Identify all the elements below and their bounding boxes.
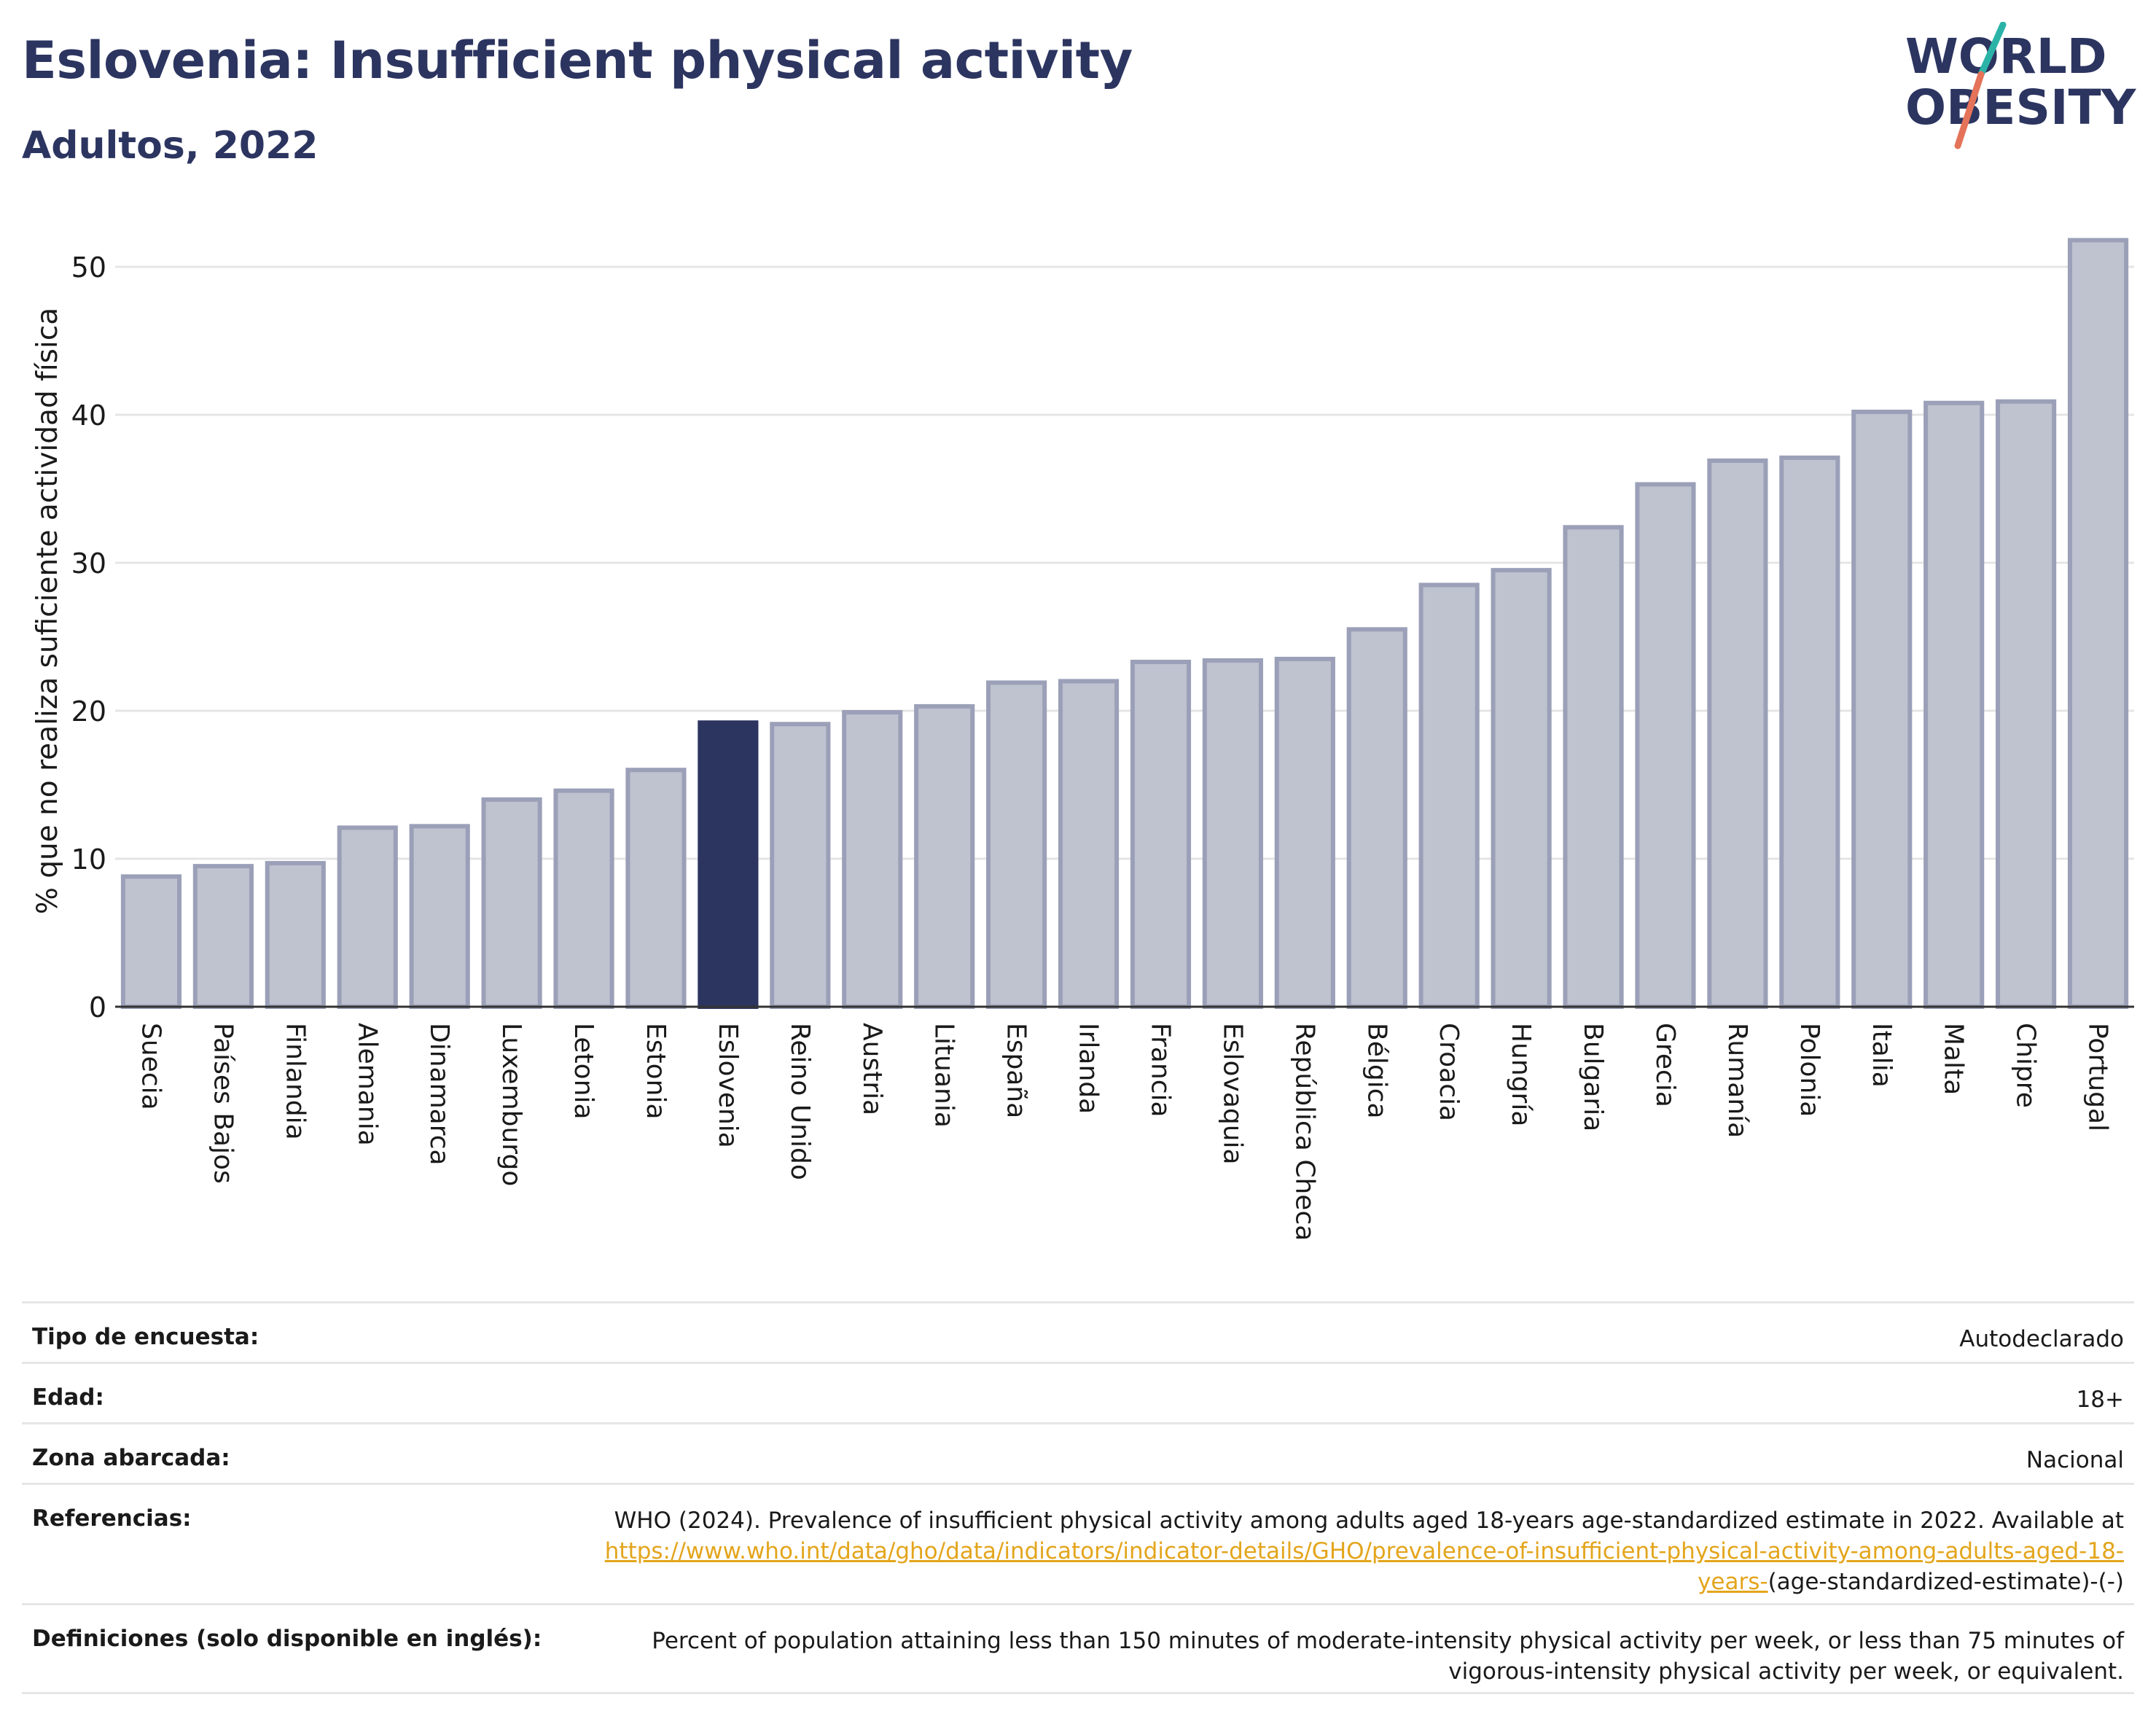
x-tick-label: Lituania — [929, 1023, 959, 1128]
x-tick-label: Polonia — [1794, 1023, 1824, 1117]
x-tick-label: Países Bajos — [208, 1023, 238, 1184]
age-key: Edad: — [32, 1384, 104, 1411]
x-tick-label: Irlanda — [1074, 1023, 1104, 1114]
y-tick-label: 0 — [89, 991, 106, 1024]
y-tick-label: 40 — [71, 399, 106, 432]
bar — [1635, 482, 1696, 1009]
bar — [1491, 568, 1552, 1009]
bar — [1996, 399, 2057, 1009]
definitions-value: Percent of population attaining less tha… — [652, 1628, 2124, 1685]
survey-type-value: Autodeclarado — [1959, 1326, 2124, 1352]
bar — [842, 710, 903, 1010]
metadata-table: Tipo de encuesta: Autodeclarado Edad: 18… — [22, 1301, 2134, 1694]
references-link[interactable]: https://www.who.int/data/gho/data/indica… — [604, 1538, 2124, 1595]
row-survey-type: Tipo de encuesta: Autodeclarado — [22, 1301, 2134, 1362]
x-tick-label: Suecia — [136, 1023, 165, 1110]
world-obesity-logo: WORLD OBESITY — [1905, 22, 2137, 149]
y-tick-labels: 0 10 20 30 40 50 — [71, 252, 106, 1024]
references-value: WHO (2024). Prevalence of insufficient p… — [550, 1505, 2124, 1597]
page-title: Eslovenia: Insufficient physical activit… — [22, 31, 1133, 90]
page-subtitle: Adultos, 2022 — [22, 124, 319, 168]
x-tick-label: Portugal — [2083, 1023, 2113, 1131]
bar — [986, 680, 1047, 1009]
bar — [120, 874, 182, 1009]
y-tick-label: 20 — [71, 695, 106, 728]
x-tick-label: Bélgica — [1362, 1023, 1391, 1119]
bar — [2067, 238, 2129, 1010]
y-tick-label: 10 — [71, 843, 106, 876]
bar — [192, 864, 254, 1010]
x-tick-label: Reino Unido — [785, 1023, 815, 1180]
bar-chart: 0 10 20 30 40 50 Suecia Países Bajos Finlandia A… — [31, 238, 2134, 1241]
bar — [1130, 660, 1192, 1009]
x-tick-label: Finlandia — [280, 1023, 310, 1140]
bar-highlight — [698, 720, 759, 1009]
x-tick-label: Luxemburgo — [496, 1023, 526, 1186]
references-key: Referencias: — [32, 1505, 192, 1532]
bar — [1058, 679, 1120, 1010]
bar — [1346, 627, 1407, 1009]
bar — [1707, 458, 1768, 1009]
bar — [265, 861, 326, 1009]
bar — [1779, 455, 1840, 1009]
row-references: Referencias: WHO (2024). Prevalence of i… — [22, 1483, 2134, 1603]
bar — [770, 722, 831, 1010]
x-tick-label: Eslovaquia — [1217, 1023, 1247, 1165]
x-tick-label: Dinamarca — [424, 1023, 454, 1166]
x-tick-label: Eslovenia — [713, 1023, 743, 1148]
x-tick-label: República Checa — [1289, 1023, 1319, 1241]
x-tick-label: Croacia — [1434, 1023, 1464, 1121]
x-tick-label: Austria — [857, 1023, 887, 1115]
x-tick-label: Estonia — [641, 1023, 671, 1120]
bar — [1851, 409, 1913, 1009]
bar — [1202, 658, 1263, 1009]
survey-type-key: Tipo de encuesta: — [32, 1324, 259, 1350]
x-tick-label: Italia — [1867, 1023, 1897, 1088]
y-tick-label: 30 — [71, 547, 106, 580]
x-tick-label: España — [1001, 1023, 1031, 1118]
bar — [1563, 525, 1624, 1009]
x-tick-label: Malta — [1939, 1023, 1969, 1095]
area-value: Nacional — [2026, 1447, 2124, 1473]
y-axis-label: % que no realiza suficiente actividad fí… — [31, 308, 64, 914]
x-tick-label: Rumanía — [1722, 1023, 1752, 1138]
definitions-key: Definiciones (solo disponible en inglés)… — [32, 1626, 542, 1652]
x-tick-label: Francia — [1145, 1023, 1175, 1118]
bar — [1418, 582, 1480, 1009]
bar — [409, 824, 470, 1009]
bar — [553, 788, 614, 1009]
x-tick-label: Grecia — [1650, 1023, 1680, 1107]
bars-group — [115, 238, 2134, 1010]
x-tick-label: Bulgaria — [1578, 1023, 1608, 1131]
bar — [481, 797, 542, 1010]
area-key: Zona abarcada: — [32, 1445, 230, 1471]
logo-line2: OBESITY — [1905, 79, 2137, 136]
row-age: Edad: 18+ — [22, 1362, 2134, 1422]
logo-slash-bottom — [1954, 71, 1985, 149]
bar — [914, 703, 975, 1009]
x-tick-labels: Suecia Países Bajos Finlandia Alemania Dinam… — [136, 1023, 2112, 1241]
bar — [337, 825, 398, 1009]
row-area: Zona abarcada: Nacional — [22, 1422, 2134, 1483]
bar — [625, 768, 687, 1009]
bar — [1923, 400, 1985, 1009]
x-tick-label: Chipre — [2011, 1023, 2041, 1108]
x-tick-label: Hungría — [1506, 1023, 1536, 1126]
bar — [1274, 656, 1335, 1009]
logo-line1: WORLD — [1905, 28, 2107, 85]
row-definitions: Definiciones (solo disponible en inglés)… — [22, 1603, 2134, 1694]
x-tick-label: Alemania — [352, 1023, 382, 1146]
x-tick-label: Letonia — [569, 1023, 598, 1120]
references-text: WHO (2024). Prevalence of insufficient p… — [614, 1508, 2124, 1534]
y-tick-label: 50 — [71, 252, 106, 284]
age-value: 18+ — [2076, 1387, 2124, 1413]
references-suffix: (age-standardized-estimate)-(-) — [1768, 1569, 2124, 1595]
logo-slash-top — [1977, 22, 2007, 78]
